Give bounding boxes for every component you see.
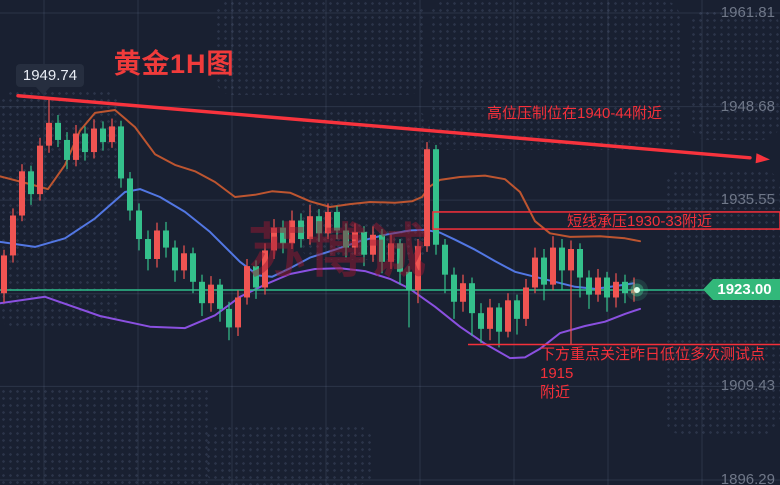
candle-body [622,281,628,294]
tooltip-pointer [36,87,50,95]
candle-body [361,231,367,255]
candle-body [244,266,250,298]
candle-body [379,234,385,262]
candle-body [532,257,538,288]
candle-body [55,122,61,140]
candle-body [37,145,43,195]
candle-body [415,246,421,291]
candle-body [64,139,70,160]
candle-body [604,277,610,298]
candle-body [307,216,313,240]
candle-body [91,128,97,153]
annotation-support-line1: 下方重点关注昨日低位多次测试点1915 [540,346,766,382]
chart-title: 黄金1H图 [114,49,235,79]
candle-body [478,313,484,329]
candle-body [505,300,511,332]
candle-body [109,126,115,143]
candle-body [199,281,205,304]
candle-body [1,255,7,294]
resistance-box [432,211,780,230]
lower_band-line [0,267,641,360]
candle-body [226,308,232,328]
candle-body [316,216,322,234]
candle-body [217,284,223,309]
high-price-tooltip: 1949.74 [16,64,84,87]
axis-label-1948.68: 1948.68 [720,97,775,115]
candle-body [235,297,241,328]
candle-body [613,281,619,298]
candle-body [271,227,277,251]
candle-body [595,277,601,295]
candle-body [397,243,403,272]
upper_band-line [0,109,641,243]
candle-body [298,220,304,240]
candle-body [28,171,34,195]
candle-body [433,149,439,245]
axis-label-1961.81: 1961.81 [720,4,775,21]
candle-body [577,249,583,278]
candle-body [118,126,124,179]
candle-body [514,300,520,319]
candle-body [631,289,637,294]
candle-body [19,171,25,216]
candle-body [370,234,376,255]
annotation-support-line2: 附近 [540,384,571,401]
axis-label-1935.55: 1935.55 [720,191,775,209]
candle-body [10,215,16,256]
current-price-value: 1923.00 [717,281,772,298]
candle-body [100,128,106,143]
candle-body [73,133,79,160]
candle-body [253,266,259,288]
candle-body [136,210,142,240]
high-price-value: 1949.74 [22,67,78,84]
candle-body [163,230,169,248]
candle-body [487,307,493,329]
candle-body [262,250,268,288]
candle-body [541,257,547,285]
candle-body [496,307,502,332]
trendline-arrowhead [755,153,770,164]
candle-body [343,230,349,248]
candle-body [523,287,529,319]
candle-body [280,227,286,244]
candle-body [208,284,214,304]
annotation-pressure-zone: 短线承压1930-33附近 [567,213,713,230]
candle-body [325,211,331,234]
candle-body [586,277,592,295]
candle-body [388,243,394,262]
candle-body [154,230,160,259]
candle-body [559,247,565,271]
trendline [16,94,752,160]
candle-body [451,274,457,302]
candle-body [568,249,574,271]
candle-body [334,211,340,231]
candle-body [127,178,133,211]
candle-body [82,133,88,153]
axis-label-1909.43: 1909.43 [720,377,775,395]
annotation-resistance: 高位压制位在1940-44附近 [487,105,663,122]
candle-body [469,283,475,314]
candle-body [442,244,448,275]
candle-body [46,122,52,146]
candle-body [190,253,196,282]
current-price-badge: 1923.00 [703,279,780,300]
price-marker-dot [634,286,640,293]
candle-body [289,220,295,244]
annotation-support: 下方重点关注昨日低位多次测试点1915 附近 [540,345,780,402]
candle-body [145,239,151,259]
candle-body [550,247,556,285]
candle-body [424,149,430,247]
candle-body [172,247,178,271]
candle-body [406,271,412,291]
axis-label-1896.29: 1896.29 [720,471,775,485]
candle-body [181,253,187,271]
candle-body [460,283,466,302]
candle-body [352,231,358,248]
